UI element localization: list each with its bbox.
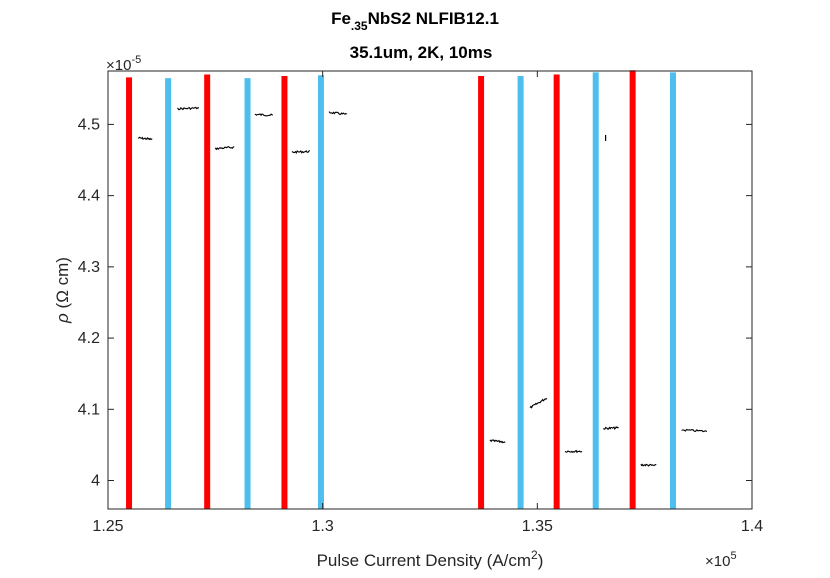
x-exponent-base: ×10: [705, 553, 730, 570]
y-exponent-label: ×10-5: [106, 54, 141, 74]
chart-title-subscript: .35: [351, 19, 368, 33]
y-axis-label: ρ (Ω cm): [53, 257, 72, 324]
chart-title-main: Fe: [331, 9, 351, 28]
x-tick-label: 1.3: [312, 518, 334, 535]
x-exponent-power: 5: [730, 550, 736, 562]
axes: 1.25 1.3 1.35 1.4 4 4.1 4.2 4.3 4.4 4.5: [78, 70, 763, 535]
data-segment-1: [137, 136, 153, 141]
y-axis-label-symbol: ρ: [53, 313, 72, 324]
data-segment-5: [291, 150, 311, 154]
x-axis-label-close: ): [538, 551, 544, 570]
data-segment-3: [214, 146, 235, 151]
axes-box: [107, 70, 753, 510]
y-tick-label: 4.5: [78, 116, 100, 133]
y-tick-label: 4.4: [78, 188, 100, 205]
chart-title: Fe.35NbS2 NLFIB12.1: [331, 9, 499, 33]
y-exponent-power: -5: [131, 54, 141, 66]
chart-subtitle: 35.1um, 2K, 10ms: [350, 43, 493, 62]
y-tick-label: 4.2: [78, 330, 100, 347]
data-segment-4: [254, 113, 273, 117]
data-segment-12: [681, 428, 708, 433]
x-axis-label-main: Pulse Current Density (A/cm: [317, 551, 531, 570]
plot-area: [126, 70, 708, 509]
data-segment-8: [529, 397, 548, 409]
data-segment-9: [564, 449, 583, 454]
y-tick-label: 4: [91, 473, 100, 490]
x-axis-label-superscript: 2: [531, 548, 538, 562]
y-axis-label-unit: (Ω cm): [53, 257, 72, 313]
data-segment-7: [489, 439, 506, 444]
x-tick-label: 1.35: [522, 518, 553, 535]
data-segment-2: [177, 106, 200, 111]
x-axis-label: Pulse Current Density (A/cm2): [317, 548, 544, 570]
data-segment-11: [640, 463, 657, 467]
y-tick-label: 4.1: [78, 401, 100, 418]
x-tick-label: 1.25: [92, 518, 123, 535]
y-exponent-base: ×10: [106, 57, 131, 74]
data-segment-6: [328, 111, 348, 115]
x-tick-label: 1.4: [741, 518, 763, 535]
y-tick-label: 4.3: [78, 259, 100, 276]
x-exponent-label: ×105: [705, 550, 737, 570]
data-segment-10: [603, 426, 619, 431]
chart-title-rest: NbS2 NLFIB12.1: [368, 9, 499, 28]
